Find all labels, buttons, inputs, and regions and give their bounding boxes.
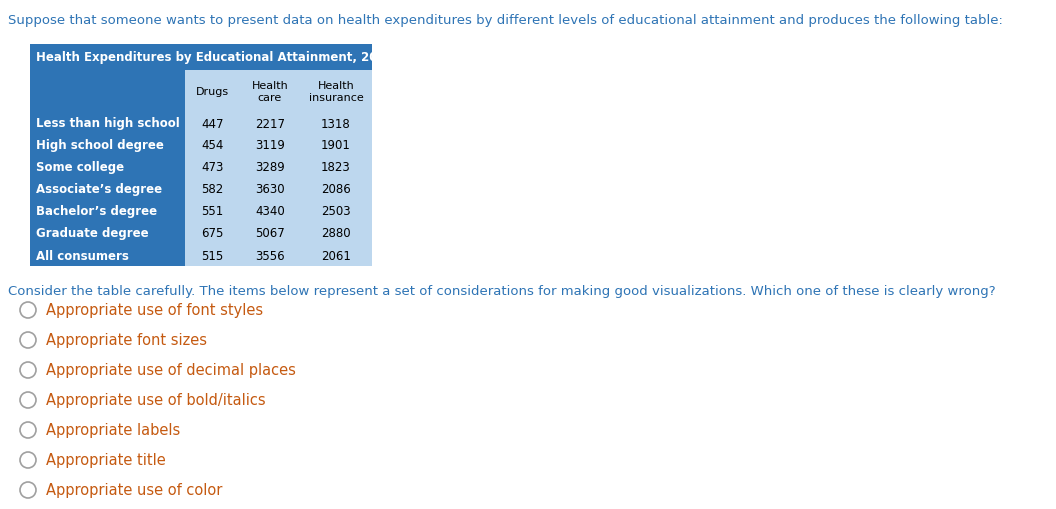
Bar <box>30 71 185 113</box>
Text: High school degree: High school degree <box>36 139 164 152</box>
Text: 2217: 2217 <box>254 117 285 130</box>
Text: Health
care: Health care <box>251 81 288 103</box>
Text: 473: 473 <box>202 161 224 174</box>
Text: 2086: 2086 <box>321 183 351 196</box>
Bar <box>30 244 185 267</box>
Text: 2880: 2880 <box>321 227 351 240</box>
Text: 4340: 4340 <box>256 205 285 218</box>
Text: Appropriate use of color: Appropriate use of color <box>46 483 223 497</box>
Text: Health
insurance: Health insurance <box>308 81 363 103</box>
Text: Appropriate title: Appropriate title <box>46 453 166 468</box>
Text: 675: 675 <box>202 227 224 240</box>
Text: Appropriate font sizes: Appropriate font sizes <box>46 333 207 348</box>
Text: Some college: Some college <box>36 161 125 174</box>
Text: 3119: 3119 <box>256 139 285 152</box>
Text: Health Expenditures by Educational Attainment, 2012: Health Expenditures by Educational Attai… <box>36 51 394 64</box>
Bar <box>30 222 185 244</box>
Text: Appropriate use of font styles: Appropriate use of font styles <box>46 303 263 318</box>
Text: Suppose that someone wants to present data on health expenditures by different l: Suppose that someone wants to present da… <box>8 14 1003 27</box>
Text: Appropriate use of decimal places: Appropriate use of decimal places <box>46 363 296 378</box>
Text: 2061: 2061 <box>321 249 351 262</box>
Text: Consider the table carefully. The items below represent a set of considerations : Consider the table carefully. The items … <box>8 285 996 297</box>
Bar <box>185 201 372 222</box>
Text: Bachelor’s degree: Bachelor’s degree <box>36 205 157 218</box>
Text: Associate’s degree: Associate’s degree <box>36 183 163 196</box>
Bar <box>30 135 185 157</box>
Text: 454: 454 <box>202 139 224 152</box>
Text: 3630: 3630 <box>256 183 285 196</box>
Text: Appropriate labels: Appropriate labels <box>46 422 181 438</box>
Bar <box>30 157 185 179</box>
Bar <box>30 45 372 71</box>
Text: 447: 447 <box>202 117 224 130</box>
Text: 582: 582 <box>202 183 224 196</box>
Text: 1901: 1901 <box>321 139 351 152</box>
Text: Appropriate use of bold/italics: Appropriate use of bold/italics <box>46 393 266 408</box>
Bar <box>185 222 372 244</box>
Bar <box>185 135 372 157</box>
Text: 551: 551 <box>202 205 224 218</box>
Text: 3289: 3289 <box>256 161 285 174</box>
Text: 1318: 1318 <box>321 117 351 130</box>
Bar <box>30 179 185 201</box>
Text: 5067: 5067 <box>256 227 285 240</box>
Text: 1823: 1823 <box>321 161 351 174</box>
Text: 515: 515 <box>202 249 224 262</box>
Text: 3556: 3556 <box>256 249 285 262</box>
Bar <box>30 201 185 222</box>
Bar <box>185 71 372 113</box>
Text: All consumers: All consumers <box>36 249 129 262</box>
Text: Less than high school: Less than high school <box>36 117 180 130</box>
Text: 2503: 2503 <box>321 205 351 218</box>
Bar <box>185 113 372 135</box>
Bar <box>30 113 185 135</box>
Bar <box>185 244 372 267</box>
Bar <box>185 157 372 179</box>
Bar <box>185 179 372 201</box>
Text: Graduate degree: Graduate degree <box>36 227 149 240</box>
Text: Drugs: Drugs <box>196 87 229 97</box>
